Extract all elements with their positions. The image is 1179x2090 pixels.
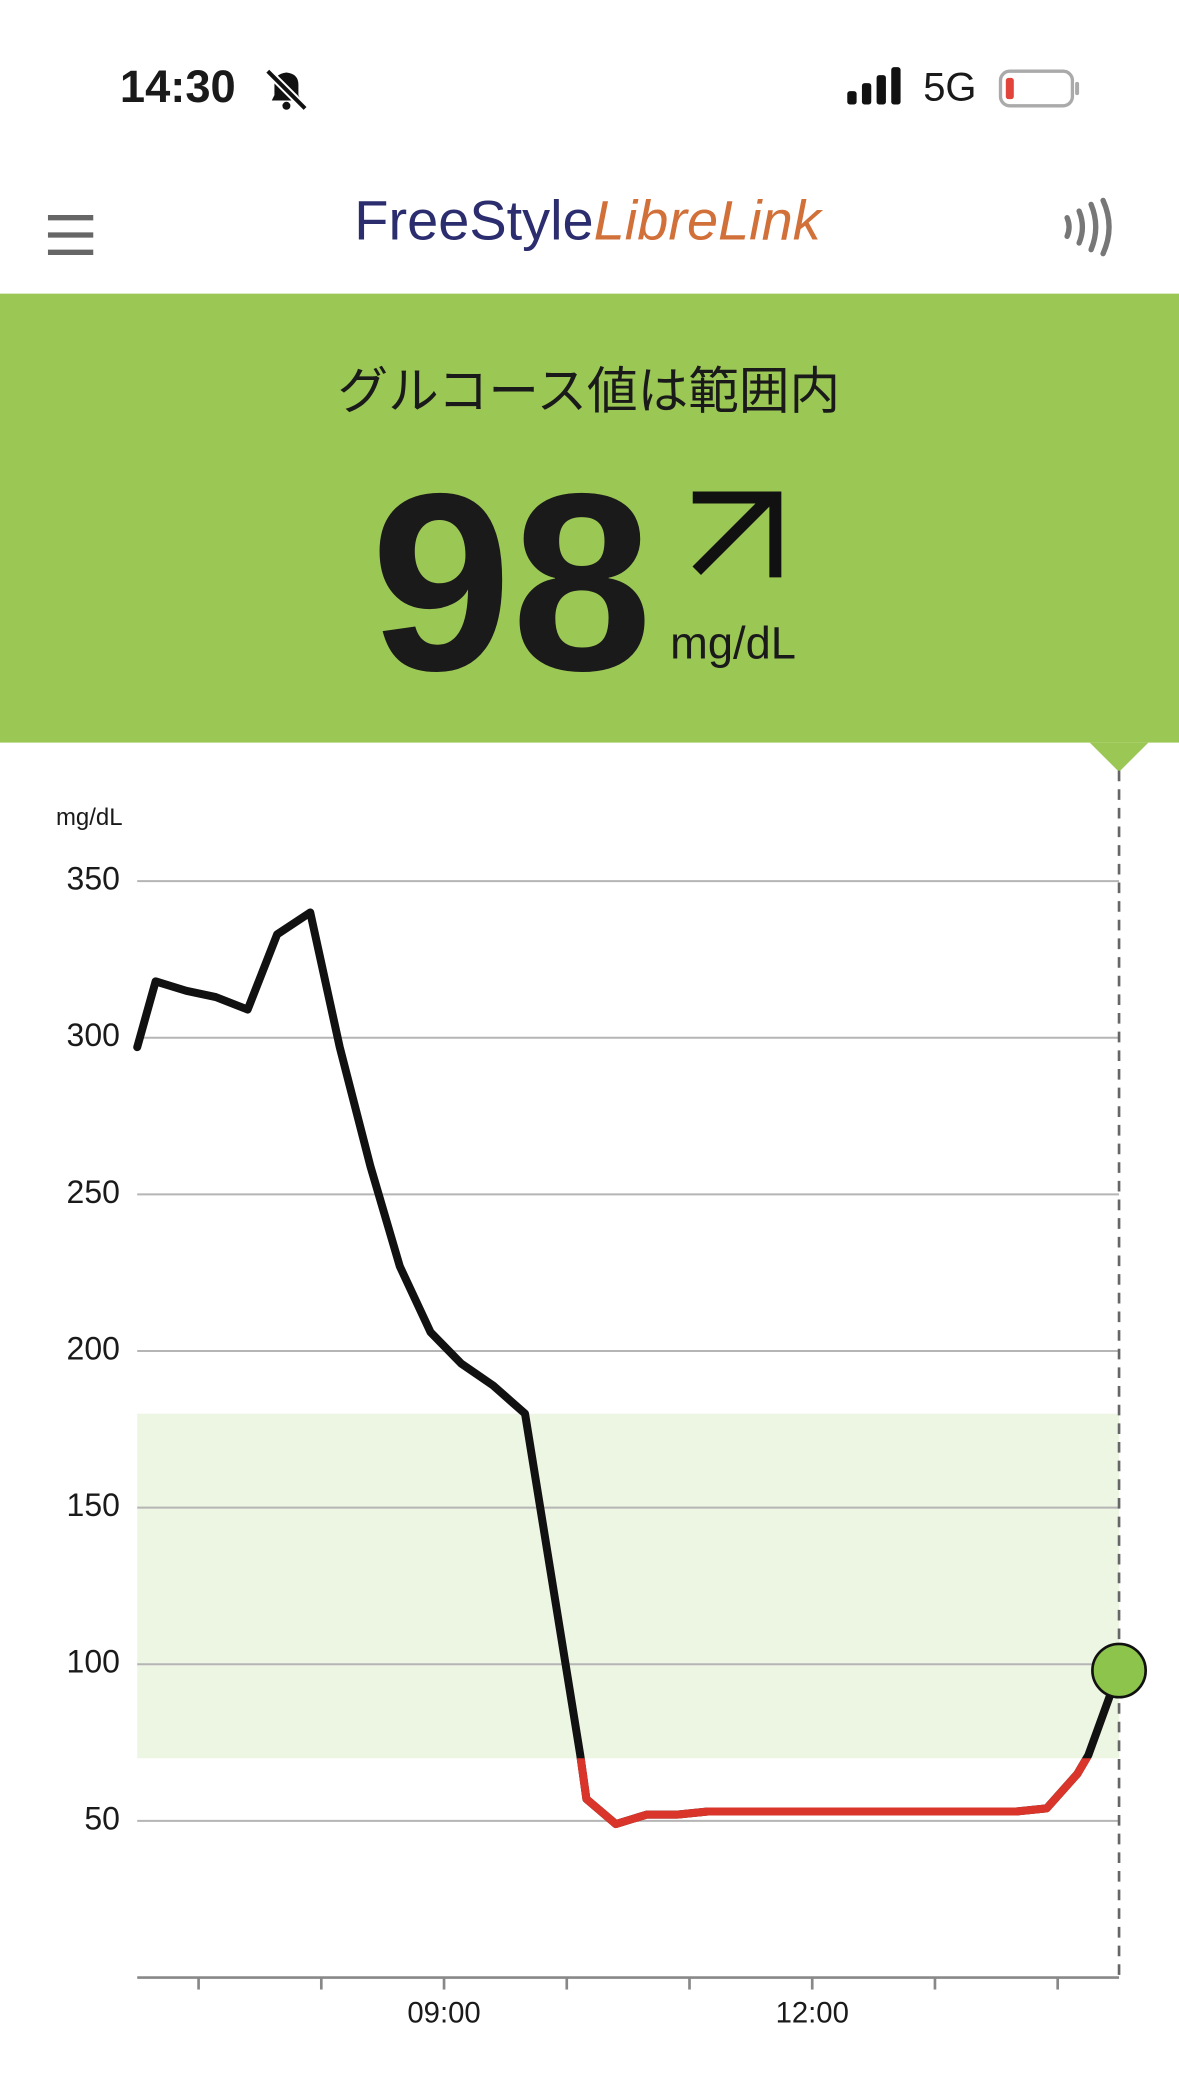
glucose-banner — [0, 293, 1179, 743]
x-tick-label: 09:00 — [407, 1997, 480, 2030]
y-axis-unit: mg/dL — [56, 804, 123, 831]
y-tick-label: 200 — [67, 1330, 120, 1366]
glucose-line-low — [576, 1758, 1092, 1829]
current-reading — [1091, 1642, 1148, 1699]
x-tick-label: 12:00 — [776, 1997, 849, 2030]
logo-librelink: LibreLink — [594, 188, 824, 251]
banner-pointer — [1089, 742, 1149, 772]
y-tick-label: 150 — [67, 1487, 120, 1523]
y-tick-label: 350 — [67, 861, 120, 897]
y-tick-label: 250 — [67, 1174, 120, 1210]
y-tick-label: 50 — [84, 1800, 120, 1836]
y-tick-label: 300 — [67, 1017, 120, 1053]
menu-button[interactable] — [47, 215, 94, 256]
glucose-value: 98 — [371, 441, 653, 724]
signal-icon — [847, 67, 901, 105]
glucose-unit: mg/dL — [670, 618, 796, 669]
target-range — [137, 1413, 1120, 1759]
scan-button[interactable] — [1064, 197, 1112, 257]
app-logo: FreeStyleLibreLink — [354, 188, 823, 251]
trend-arrow — [692, 491, 782, 578]
glucose-status: グルコース値は範囲内 — [338, 361, 841, 420]
silent-icon — [264, 68, 308, 112]
battery-icon — [998, 69, 1080, 108]
y-tick-label: 100 — [67, 1644, 120, 1680]
network-label: 5G — [923, 65, 976, 109]
glucose-chart: 50 100 150 200 250 300 350 09:00 12:00 — [67, 770, 1148, 2030]
logo-freestyle: FreeStyle — [354, 188, 593, 251]
status-time: 14:30 — [120, 61, 236, 112]
